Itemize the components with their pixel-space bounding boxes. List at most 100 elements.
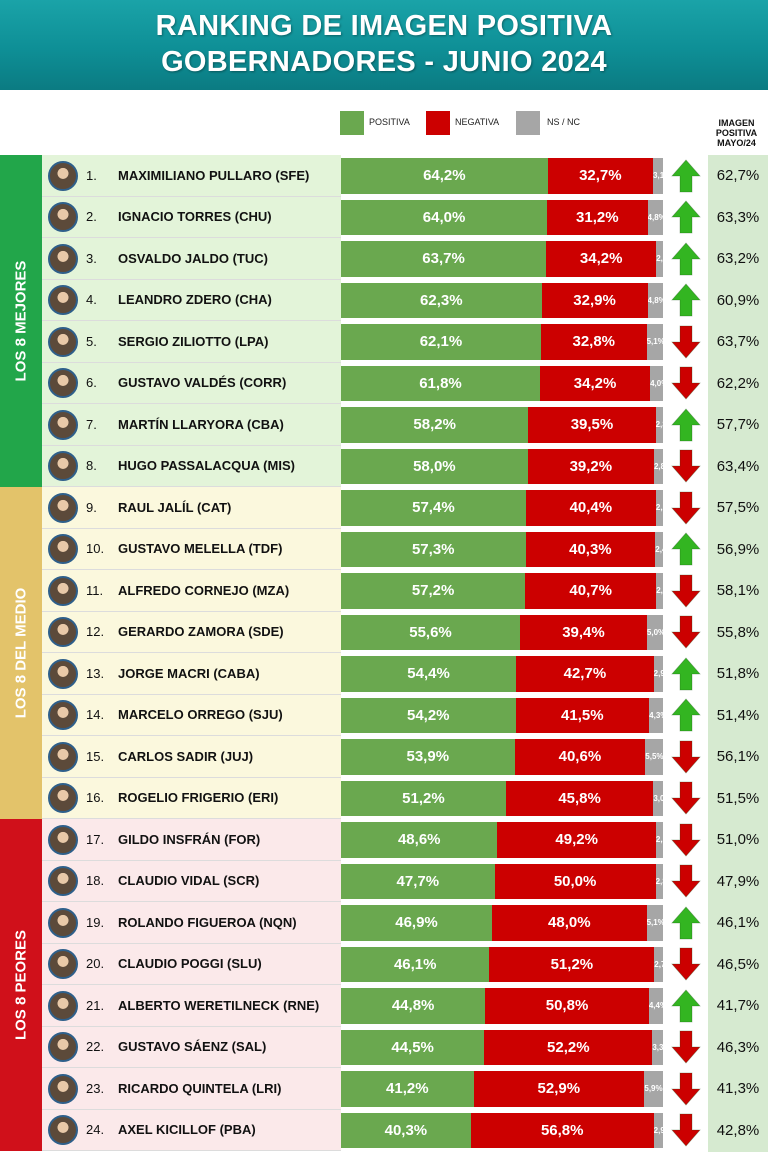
arrow-down-icon — [671, 574, 701, 608]
arrow-shape — [671, 574, 701, 608]
bar-negativa: 39,2% — [527, 448, 654, 484]
bar-positiva: 44,5% — [341, 1029, 485, 1065]
rank-number: 21. — [86, 997, 105, 1013]
bar-negativa: 41,5% — [515, 697, 650, 733]
avatar — [48, 409, 78, 440]
governor-name: MARCELO ORREGO (SJU) — [118, 707, 283, 723]
rank-number: 22. — [86, 1039, 105, 1055]
stacked-bar: 62,3%32,9%4,8% — [341, 282, 663, 318]
bar-positiva: 64,2% — [341, 158, 548, 194]
mayo-value: 41,7% — [716, 997, 760, 1015]
avatar — [48, 326, 78, 357]
rank-number: 4. — [86, 292, 97, 308]
row-background — [42, 611, 341, 653]
mayo-value: 63,7% — [716, 333, 760, 351]
avatar — [48, 451, 78, 482]
bar-negativa: 50,8% — [485, 988, 649, 1024]
bar-positiva: 58,0% — [341, 448, 528, 484]
stacked-bar: 55,6%39,4%5,0% — [341, 614, 663, 650]
bar-negativa: 42,7% — [516, 656, 654, 692]
legend-swatch-negativa — [426, 111, 450, 135]
bar-positiva: 61,8% — [341, 365, 540, 401]
stacked-bar: 41,2% 52,9% 5,9% — [341, 1071, 663, 1107]
row-background — [42, 943, 341, 985]
arrow-shape — [671, 989, 701, 1023]
bar-nsnc: 5,1% — [646, 905, 663, 941]
governor-name: MARTÍN LLARYORA (CBA) — [118, 416, 284, 432]
governor-name: RAUL JALÍL (CAT) — [118, 499, 232, 515]
bar-positiva: 51,2% — [341, 780, 506, 816]
rank-number: 23. — [86, 1080, 105, 1096]
mayo-value: 46,3% — [716, 1038, 760, 1056]
governor-name: GUSTAVO MELELLA (TDF) — [118, 541, 283, 557]
bar-negativa: 34,2% — [539, 365, 651, 401]
mayo-value: 46,5% — [716, 955, 760, 973]
avatar — [48, 534, 78, 565]
arrow-up-icon — [671, 408, 701, 442]
arrow-shape — [671, 366, 701, 400]
avatar — [48, 866, 78, 897]
bar-negativa: 31,2% — [547, 199, 648, 235]
table-row: 15. CARLOS SADIR (JUJ) 53,9% 40,6% 5,5% 56,1% — [0, 736, 768, 778]
arrow-shape — [671, 657, 701, 691]
row-background — [42, 902, 341, 944]
table-row: 18. CLAUDIO VIDAL (SCR) 47,7%50,0%2,3% 47,9… — [0, 860, 768, 902]
arrow-shape — [671, 1030, 701, 1064]
mayo-value: 51,4% — [716, 706, 760, 724]
row-background — [42, 362, 341, 404]
group-band-mejores: LOS 8 MEJORES — [0, 155, 42, 487]
stacked-bar: 57,3%40,3%2,4% — [341, 531, 663, 567]
rank-number: 13. — [86, 665, 105, 681]
row-background — [42, 487, 341, 529]
bar-negativa: 39,4% — [520, 614, 647, 650]
avatar — [48, 949, 78, 980]
bar-negativa: 40,7% — [525, 573, 657, 609]
arrow-shape — [671, 1072, 701, 1106]
arrow-up-icon — [671, 283, 701, 317]
rank-number: 19. — [86, 914, 105, 930]
stacked-bar: 51,2%45,8%3,0% — [341, 780, 663, 816]
row-background — [42, 736, 341, 778]
stacked-bar: 47,7%50,0%2,3% — [341, 863, 663, 899]
row-background — [42, 1026, 341, 1068]
row-background — [42, 777, 341, 819]
stacked-bar: 46,9% 48,0% 5,1% — [341, 905, 663, 941]
mayo-value: 51,5% — [716, 789, 760, 807]
mayo-value: 47,9% — [716, 872, 760, 890]
bar-positiva: 54,2% — [341, 697, 516, 733]
rank-number: 8. — [86, 458, 97, 474]
rank-number: 24. — [86, 1122, 105, 1138]
table-row: 13. JORGE MACRI (CABA) 54,4%42,7%2,9% 51,8% — [0, 653, 768, 695]
avatar — [48, 202, 78, 233]
arrow-down-icon — [671, 740, 701, 774]
governor-name: JORGE MACRI (CABA) — [118, 665, 260, 681]
arrow-shape — [671, 947, 701, 981]
bar-positiva: 57,2% — [341, 573, 526, 609]
mayo-value: 60,9% — [716, 291, 760, 309]
arrow-down-icon — [671, 947, 701, 981]
bar-positiva: 57,4% — [341, 490, 526, 526]
row-background — [42, 404, 341, 446]
table-row: 4. LEANDRO ZDERO (CHA) 62,3%32,9%4,8% 60,9% — [0, 279, 768, 321]
mayo-value: 55,8% — [716, 623, 760, 641]
avatar — [48, 575, 78, 606]
arrow-down-icon — [671, 615, 701, 649]
table-row: 22. GUSTAVO SÁENZ (SAL) 44,5%52,2%3,3% 46,3… — [0, 1026, 768, 1068]
row-background — [42, 985, 341, 1027]
arrow-shape — [671, 906, 701, 940]
bar-positiva: 40,3% — [341, 1112, 471, 1148]
group-band-medio: LOS 8 DEL MEDIO — [0, 487, 42, 819]
arrow-shape — [671, 1113, 701, 1147]
table-row: 6. GUSTAVO VALDÉS (CORR) 61,8%34,2%4,0% 62,… — [0, 362, 768, 404]
bar-nsnc: 2,1% — [656, 573, 663, 609]
bar-nsnc: 2,7% — [654, 946, 663, 982]
chart-header: RANKING DE IMAGEN POSITIVA GOBERNADORES … — [0, 0, 768, 90]
bar-negativa: 39,5% — [528, 407, 656, 443]
row-background — [42, 1109, 341, 1151]
stacked-bar: 57,2%40,7%2,1% — [341, 573, 663, 609]
avatar — [48, 285, 78, 316]
bar-negativa: 56,8% — [470, 1112, 654, 1148]
legend-label-positiva: POSITIVA — [369, 117, 410, 127]
mayo-value: 46,1% — [716, 914, 760, 932]
bar-nsnc: 2,2% — [655, 490, 663, 526]
